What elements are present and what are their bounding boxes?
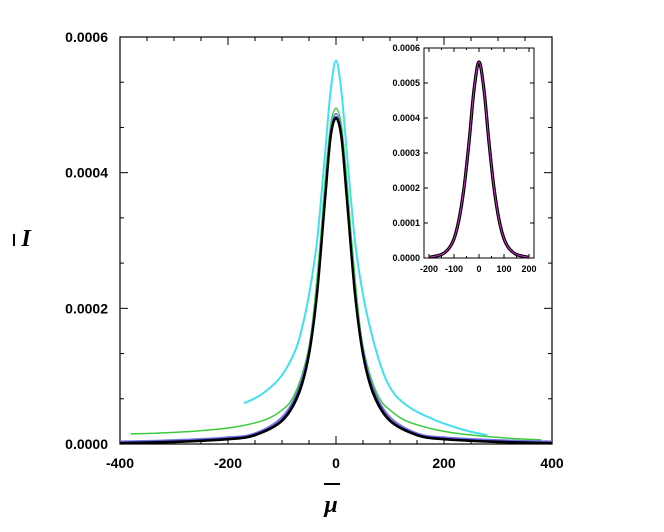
x-tick-label: -200 (420, 264, 438, 274)
inset-series-line-1 (428, 61, 530, 258)
y-tick-label: 0.0002 (65, 300, 108, 316)
y-tick-label: 0.0006 (65, 29, 108, 45)
y-tick-label: 0.0004 (392, 113, 420, 123)
y-tick-label: 0.0006 (392, 43, 420, 53)
x-tick-label: 0 (332, 455, 340, 471)
main-y-tick-labels: 0.0000 0.0002 0.0004 0.0006 (65, 29, 108, 452)
inset-plot-frame (423, 47, 535, 259)
x-tick-label: 100 (496, 264, 511, 274)
main-series-line-4 (119, 117, 553, 445)
inset-plot: -200 -100 0 100 200 0.0000 0.0001 0.0002 0.0003… (392, 43, 536, 274)
x-tick-label: 200 (521, 264, 536, 274)
x-axis-label: μ (322, 492, 337, 518)
main-series-line-0 (243, 59, 488, 437)
x-tick-label: -400 (106, 455, 134, 471)
y-tick-label: 0.0000 (65, 436, 108, 452)
inset-ticks (424, 47, 534, 259)
main-plot: -400 -200 0 200 400 0.0000 0.0002 0.0004 0.0006… (13, 29, 564, 518)
y-tick-label: 0.0000 (392, 253, 420, 263)
y-tick-label: 0.0005 (392, 78, 420, 88)
y-tick-label: 0.0002 (392, 183, 420, 193)
x-tick-label: 400 (540, 455, 564, 471)
x-tick-label: 0 (476, 264, 481, 274)
y-axis-label: I (20, 226, 32, 252)
x-tick-label: -100 (445, 264, 463, 274)
y-tick-label: 0.0001 (392, 218, 420, 228)
y-tick-label: 0.0003 (392, 148, 420, 158)
inset-series (428, 60, 530, 259)
inset-y-tick-labels: 0.0000 0.0001 0.0002 0.0003 0.0004 0.0005 0.00… (392, 43, 420, 263)
main-series-line-2 (119, 112, 553, 443)
main-series-line-1 (130, 107, 542, 441)
main-ticks (119, 36, 553, 445)
main-x-tick-labels: -400 -200 0 200 400 (106, 455, 564, 471)
main-series (119, 59, 553, 445)
y-tick-label: 0.0004 (65, 165, 108, 181)
x-tick-label: -200 (214, 455, 242, 471)
inset-x-tick-labels: -200 -100 0 100 200 (420, 264, 537, 274)
x-tick-label: 200 (432, 455, 456, 471)
